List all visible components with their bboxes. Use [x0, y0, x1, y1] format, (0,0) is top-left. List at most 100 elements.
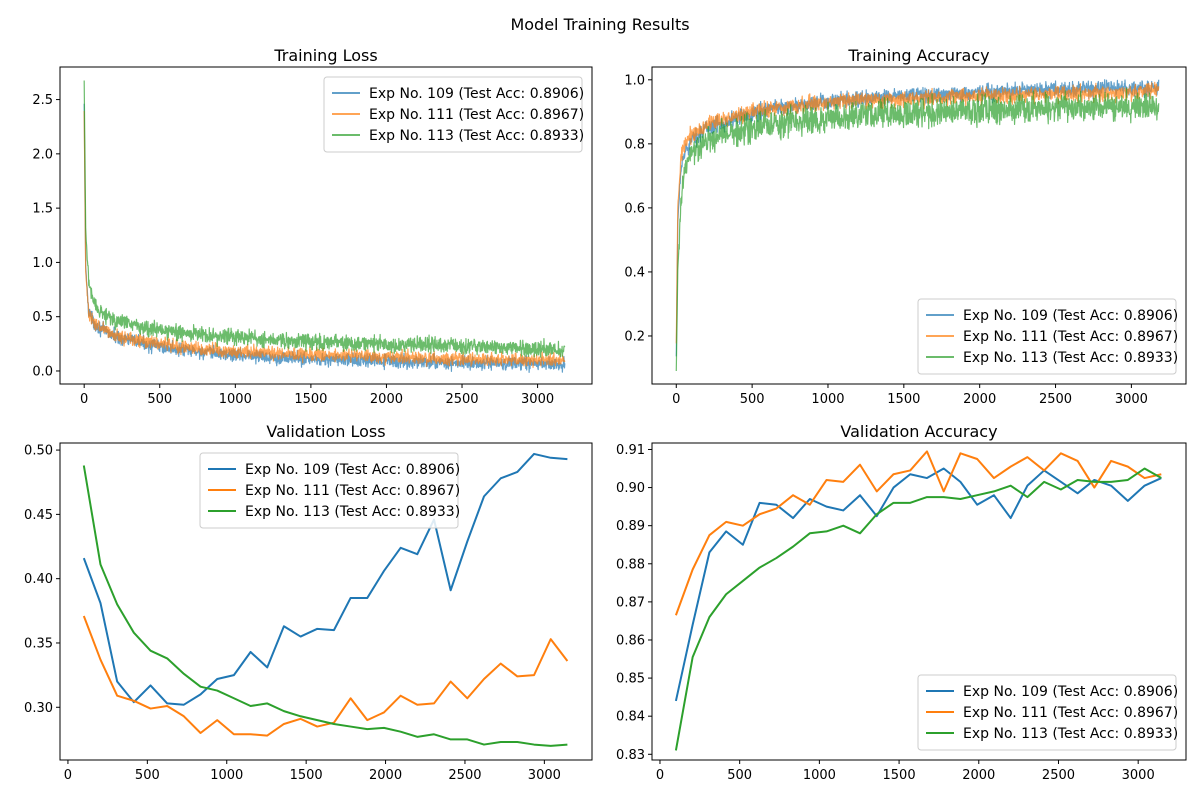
axes-frame	[59, 66, 593, 385]
axes-frame	[59, 442, 593, 761]
series-line-exp113	[82, 465, 568, 747]
axes-frame	[651, 66, 1187, 385]
subplot-title: Validation Loss	[266, 422, 385, 441]
x-tick-label: 1500	[887, 392, 920, 407]
legend-frame	[199, 452, 459, 529]
y-tick-label: 0.40	[24, 572, 53, 587]
x-tick-label: 2500	[1042, 768, 1075, 783]
x-tick-label: 3000	[521, 392, 554, 407]
subplot-train-acc: Training Accuracy 0 500 1000 1500 2000 2500 300…	[624, 46, 1187, 407]
series-line-exp113	[675, 87, 1160, 371]
legend-label: Exp No. 113 (Test Acc: 0.8933)	[963, 350, 1178, 366]
x-tick-label: 0	[80, 392, 88, 407]
x-tick-label: 1500	[883, 768, 916, 783]
y-tick-label: 0.2	[624, 329, 645, 344]
subplot-val-loss: Validation Loss 0 500 1000 1500 2000 2500 3000 0…	[24, 422, 593, 783]
legend-label: Exp No. 109 (Test Acc: 0.8906)	[245, 462, 460, 478]
subplot-title: Training Loss	[273, 46, 377, 65]
legend: Exp No. 109 (Test Acc: 0.8906) Exp No. 11…	[323, 76, 584, 153]
subplot-title: Training Accuracy	[847, 46, 989, 65]
subplot-train-loss: Training Loss 0 500 1000 1500 2000 2500 3000 0.0…	[32, 46, 593, 407]
legend-label: Exp No. 111 (Test Acc: 0.8967)	[963, 705, 1178, 721]
y-tick-label: 0.4	[624, 265, 645, 280]
y-tick-label: 0.86	[616, 633, 645, 648]
x-tick-label: 1500	[294, 392, 327, 407]
y-tick-label: 0.91	[616, 443, 645, 458]
y-tick-label: 0.5	[32, 310, 53, 325]
x-tick-label: 1000	[811, 392, 844, 407]
x-tick-label: 0	[672, 392, 680, 407]
y-tick-label: 0.30	[24, 701, 53, 716]
legend-label: Exp No. 109 (Test Acc: 0.8906)	[369, 86, 584, 102]
y-tick-label: 0.87	[616, 595, 645, 610]
legend-label: Exp No. 113 (Test Acc: 0.8933)	[369, 128, 584, 144]
x-tick-label: 3000	[1122, 768, 1155, 783]
series-line-exp113	[83, 80, 566, 358]
x-tick-label: 2000	[962, 768, 995, 783]
x-tick-label: 500	[135, 768, 160, 783]
series-line-exp109	[82, 452, 568, 706]
legend-frame	[917, 674, 1177, 751]
x-tick-label: 1000	[219, 392, 252, 407]
series-line-exp111	[675, 81, 1160, 344]
x-tick-label: 1000	[210, 768, 243, 783]
y-tick-label: 0.84	[616, 710, 645, 725]
legend-frame	[917, 298, 1177, 375]
y-tick-label: 0.83	[616, 748, 645, 763]
x-tick-label: 2000	[369, 768, 402, 783]
legend-label: Exp No. 109 (Test Acc: 0.8906)	[963, 308, 1178, 324]
y-tick-label: 0.35	[24, 636, 53, 651]
x-tick-label: 2500	[1039, 392, 1072, 407]
legend: Exp No. 109 (Test Acc: 0.8906) Exp No. 11…	[917, 298, 1178, 375]
x-tick-label: 0	[656, 768, 664, 783]
series-line-exp111	[83, 110, 566, 369]
plot-area	[675, 79, 1160, 371]
x-tick-label: 3000	[528, 768, 561, 783]
series-line-exp111	[82, 615, 569, 737]
legend-label: Exp No. 113 (Test Acc: 0.8933)	[963, 726, 1178, 742]
y-tick-label: 1.0	[624, 73, 645, 88]
plot-area	[674, 450, 1162, 751]
x-tick-label: 500	[147, 392, 172, 407]
legend-label: Exp No. 111 (Test Acc: 0.8967)	[963, 329, 1178, 345]
x-tick-label: 2500	[448, 768, 481, 783]
legend-label: Exp No. 109 (Test Acc: 0.8906)	[963, 684, 1178, 700]
y-tick-label: 0.8	[624, 137, 645, 152]
y-tick-label: 0.6	[624, 201, 645, 216]
y-tick-label: 0.90	[616, 481, 645, 496]
y-tick-label: 0.88	[616, 557, 645, 572]
plot-area	[83, 80, 566, 374]
x-tick-label: 1500	[290, 768, 323, 783]
series-line-exp109	[674, 467, 1162, 702]
x-tick-label: 1000	[803, 768, 836, 783]
series-line-exp111	[674, 450, 1162, 616]
y-tick-label: 2.0	[32, 147, 53, 162]
y-tick-label: 0.45	[24, 508, 53, 523]
y-tick-label: 1.5	[32, 202, 53, 217]
figure-title: Model Training Results	[510, 15, 689, 34]
legend: Exp No. 109 (Test Acc: 0.8906) Exp No. 11…	[199, 452, 460, 529]
y-tick-label: 2.5	[32, 93, 53, 108]
legend-label: Exp No. 111 (Test Acc: 0.8967)	[369, 107, 584, 123]
x-tick-label: 500	[727, 768, 752, 783]
legend-label: Exp No. 113 (Test Acc: 0.8933)	[245, 504, 460, 520]
x-tick-label: 2500	[445, 392, 478, 407]
y-tick-label: 0.50	[24, 444, 53, 459]
series-line-exp113	[674, 467, 1162, 751]
y-tick-label: 0.0	[32, 364, 53, 379]
subplot-title: Validation Accuracy	[840, 422, 997, 441]
legend-frame	[323, 76, 583, 153]
x-tick-label: 500	[740, 392, 765, 407]
subplot-val-acc: Validation Accuracy 0 500 1000 1500 2000 2500 3…	[616, 422, 1187, 783]
y-tick-label: 0.85	[616, 672, 645, 687]
y-tick-label: 1.0	[32, 256, 53, 271]
subplot-grid: Training Loss 0 500 1000 1500 2000 2500 3000 0.0…	[24, 46, 1187, 783]
y-tick-label: 0.89	[616, 519, 645, 534]
plot-area	[82, 452, 569, 747]
x-tick-label: 3000	[1115, 392, 1148, 407]
x-tick-label: 2000	[370, 392, 403, 407]
legend-label: Exp No. 111 (Test Acc: 0.8967)	[245, 483, 460, 499]
legend: Exp No. 109 (Test Acc: 0.8906) Exp No. 11…	[917, 674, 1178, 751]
x-tick-label: 2000	[963, 392, 996, 407]
